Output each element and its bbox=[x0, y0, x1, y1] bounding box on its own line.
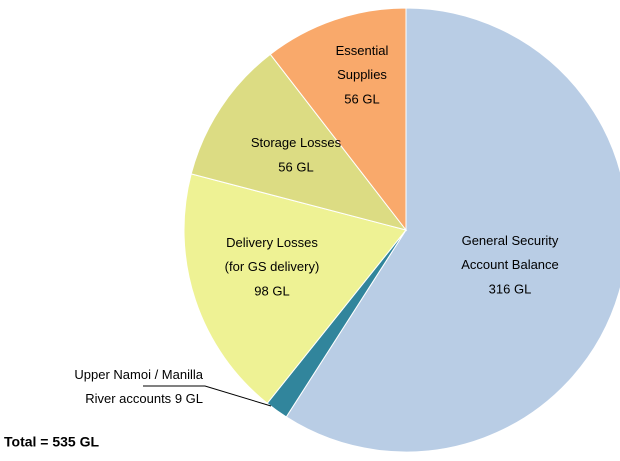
slice-label: Delivery Losses bbox=[226, 235, 318, 250]
slice-value-label: 56 GL bbox=[278, 159, 313, 174]
slice-label-line: Upper Namoi / Manilla bbox=[74, 367, 203, 382]
slice-value-label: 56 GL bbox=[344, 91, 379, 106]
slice-label-line: (for GS delivery) bbox=[225, 259, 320, 274]
slice-label: River accounts 9 GL bbox=[85, 391, 203, 406]
pie-slice bbox=[183, 173, 407, 404]
slice-label-line: General Security bbox=[462, 233, 559, 248]
slice-label: Storage Losses bbox=[251, 135, 342, 150]
slice-label: Upper Namoi / Manilla bbox=[74, 367, 203, 382]
slice-value-label: 9 GL bbox=[175, 391, 203, 406]
pie-slice bbox=[190, 53, 408, 231]
slice-label: Account Balance bbox=[461, 257, 559, 272]
leader-line bbox=[143, 385, 272, 407]
slice-label-line: Essential bbox=[336, 43, 389, 58]
pie-slice bbox=[285, 7, 620, 453]
slice-label-line: Storage Losses bbox=[251, 135, 342, 150]
slice-label: General Security bbox=[462, 233, 559, 248]
slice-label-line: Delivery Losses bbox=[226, 235, 318, 250]
slice-label: (for GS delivery) bbox=[225, 259, 320, 274]
slice-label-line: River accounts bbox=[85, 391, 171, 406]
pie-slice bbox=[269, 7, 407, 232]
slice-label-line: Account Balance bbox=[461, 257, 559, 272]
slice-label: Essential bbox=[336, 43, 389, 58]
slice-label-line: Supplies bbox=[337, 67, 387, 82]
slice-label: Supplies bbox=[337, 67, 387, 82]
slice-value-label: 98 GL bbox=[254, 283, 289, 298]
slice-value-label: 316 GL bbox=[489, 281, 532, 296]
total-annotation: Total = 535 GL bbox=[4, 434, 99, 450]
